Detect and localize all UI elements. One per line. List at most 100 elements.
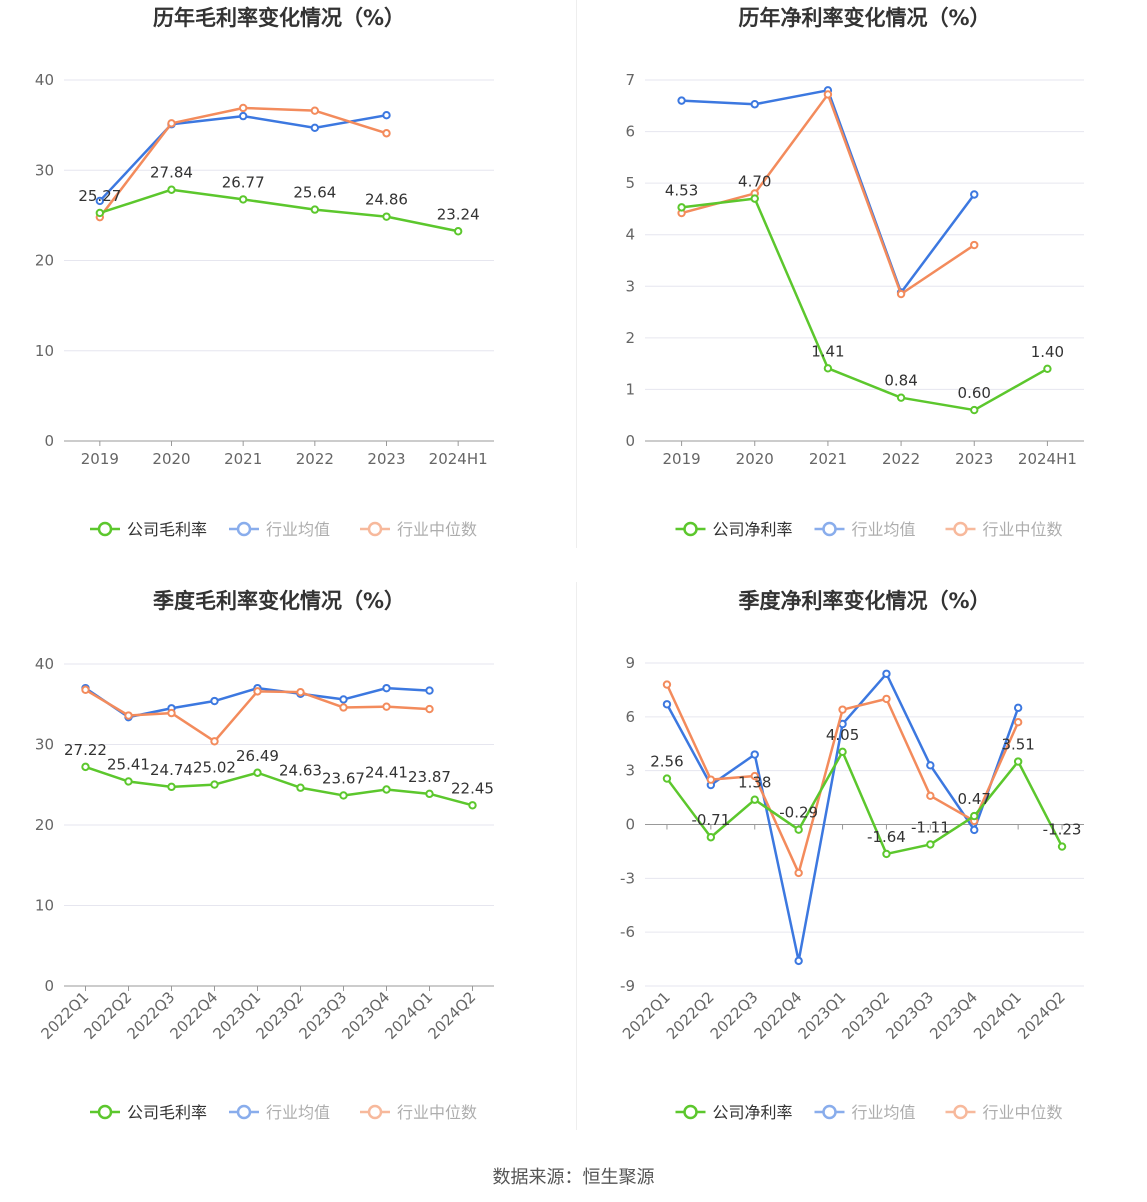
legend-item-avg[interactable]: 行业均值	[229, 1103, 330, 1122]
data-point-median	[706, 775, 716, 784]
data-point-median	[882, 694, 891, 704]
data-point-avg	[677, 96, 686, 105]
x-tick-label: 2021	[224, 450, 262, 468]
legend-item-median[interactable]: 行业中位数	[945, 1103, 1063, 1122]
chart-title: 季度毛利率变化情况（%）	[153, 589, 405, 613]
data-label: 24.74	[150, 761, 193, 779]
data-point-company	[750, 795, 759, 804]
legend-item-avg[interactable]: 行业均值	[814, 1103, 916, 1122]
data-label: -1.64	[867, 828, 906, 846]
data-point-median	[823, 90, 833, 99]
x-tick-label: 2023Q3	[882, 988, 937, 1043]
legend-label: 行业中位数	[983, 1103, 1063, 1122]
chart-panel-2: 历年净利率变化情况（%） 0 1 2 3 4 5 6 7 2019 2020 2021 2022 2023…	[625, 6, 1084, 539]
legend-item-avg[interactable]: 行业均值	[229, 520, 330, 539]
data-point-avg	[970, 825, 979, 835]
data-label: 23.67	[322, 769, 365, 787]
data-label: 27.84	[150, 164, 193, 182]
y-tick-label: 4	[625, 226, 635, 244]
data-label: 2.56	[650, 753, 683, 771]
data-point-avg	[425, 686, 434, 695]
data-point-company	[662, 774, 672, 783]
chart-panel-3: 季度毛利率变化情况（%）0102030402022Q12022Q22022Q32…	[35, 589, 494, 1122]
data-point-company	[706, 833, 716, 842]
data-point-company	[253, 768, 262, 777]
data-point-median	[926, 791, 935, 800]
legend-marker	[367, 521, 383, 537]
series-line-avg	[681, 89, 976, 294]
legend-marker	[236, 521, 252, 537]
legend-item-avg[interactable]: 行业均值	[814, 520, 916, 539]
legend-label: 公司净利率	[713, 520, 793, 539]
y-tick-label: 40	[35, 655, 54, 673]
data-point-avg	[794, 956, 803, 966]
y-tick-label: 1	[625, 380, 635, 398]
data-label: 24.41	[365, 763, 408, 781]
data-point-company	[823, 364, 833, 373]
data-point-median	[167, 119, 176, 128]
legend-item-median[interactable]: 行业中位数	[360, 1103, 477, 1122]
data-point-avg	[339, 695, 348, 704]
data-point-company	[468, 801, 477, 810]
legend-label: 行业均值	[266, 1103, 330, 1122]
data-label: 25.27	[78, 187, 121, 205]
y-tick-label: 20	[35, 816, 54, 834]
legend-item-median[interactable]: 行业中位数	[360, 520, 477, 539]
series-line-company	[681, 197, 1049, 412]
legend-label: 行业中位数	[397, 520, 477, 539]
data-point-company	[896, 393, 906, 402]
data-point-company	[970, 811, 979, 821]
data-label: 24.86	[365, 191, 408, 209]
data-label: 0.84	[884, 372, 917, 390]
legend-item-median[interactable]: 行业中位数	[945, 520, 1063, 539]
data-point-company	[882, 849, 891, 859]
data-point-company	[1013, 757, 1023, 766]
data-point-company	[81, 762, 90, 772]
x-tick-label: 2023Q4	[926, 988, 981, 1043]
data-label: 23.24	[437, 205, 480, 223]
data-label: 26.77	[222, 173, 265, 191]
legend-item-company[interactable]: 公司净利率	[675, 1103, 793, 1122]
data-label: -1.11	[911, 818, 950, 836]
data-point-company	[838, 747, 847, 757]
legend-marker	[367, 1104, 383, 1120]
vertical-divider-bottom	[576, 582, 577, 1130]
data-point-avg	[926, 761, 935, 770]
x-tick-label: 2022Q1	[619, 988, 674, 1043]
x-tick-label: 2022	[296, 450, 334, 468]
data-point-company	[310, 205, 320, 214]
data-point-median	[750, 771, 759, 781]
series-line-median	[681, 93, 975, 296]
vertical-divider-top	[576, 0, 577, 548]
data-label: 27.22	[64, 741, 107, 759]
data-point-company	[794, 825, 803, 834]
y-tick-label: 10	[35, 342, 54, 360]
legend-item-company[interactable]: 公司净利率	[675, 520, 793, 539]
y-tick-label: 3	[625, 277, 635, 295]
data-point-avg	[750, 100, 759, 109]
legend-item-company[interactable]: 公司毛利率	[90, 1103, 207, 1122]
y-tick-label: -6	[620, 923, 635, 941]
series-line-company	[665, 750, 1064, 856]
x-tick-label: 2024H1	[1018, 450, 1077, 468]
x-tick-label: 2019	[81, 450, 119, 468]
y-tick-label: 0	[44, 432, 54, 450]
legend-item-company[interactable]: 公司毛利率	[90, 520, 207, 539]
legend-marker	[236, 1104, 252, 1120]
source-prefix: 数据来源：	[492, 1167, 583, 1188]
data-point-median	[382, 129, 391, 138]
legend-marker	[822, 1104, 837, 1120]
x-tick-label: 2022Q4	[751, 988, 806, 1043]
y-tick-label: 30	[35, 736, 54, 754]
y-tick-label: 2	[625, 329, 635, 347]
y-tick-label: -3	[620, 869, 635, 887]
data-point-median	[210, 737, 219, 746]
y-tick-label: 0	[44, 977, 54, 995]
data-source-caption: 数据来源：恒生聚源	[0, 1163, 1147, 1189]
data-point-median	[339, 703, 348, 712]
data-label: 24.63	[279, 762, 322, 780]
x-tick-label: 2022Q3	[707, 988, 762, 1043]
data-point-company	[210, 780, 219, 789]
data-point-median	[896, 289, 906, 299]
data-point-median	[238, 103, 248, 113]
